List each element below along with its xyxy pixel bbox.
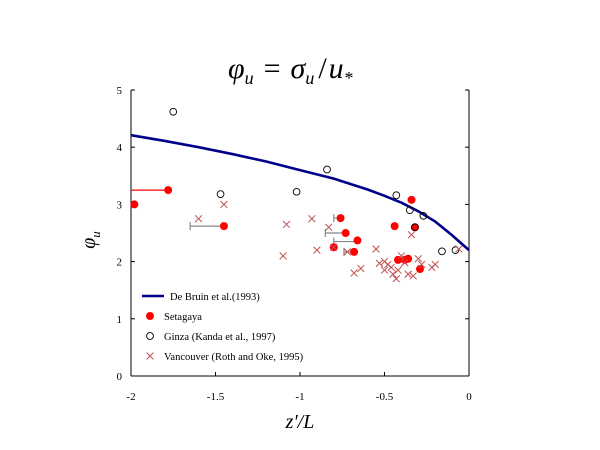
x-tick-label: -1.5 (207, 391, 225, 403)
setagaya-point (341, 228, 350, 237)
vancouver-point (194, 214, 203, 223)
setagaya-point (407, 195, 416, 204)
vancouver-point (407, 230, 416, 239)
vancouver-point (401, 258, 409, 267)
title-lhs: φ (228, 52, 245, 85)
vancouver-point (220, 200, 228, 209)
vancouver-point (392, 275, 401, 283)
vancouver-point (324, 223, 333, 232)
ginza-point (292, 187, 301, 196)
y-axis-label-main: φ (78, 238, 100, 249)
de-bruin-curve (130, 133, 470, 252)
y-axis-label-sub: u (88, 231, 103, 238)
title-slash: / (318, 52, 327, 85)
vancouver-point (343, 248, 352, 256)
vancouver-point (350, 269, 358, 277)
ginza-point (392, 191, 401, 200)
setagaya-point (353, 236, 362, 245)
title-num: σ (291, 52, 307, 85)
ginza-point (438, 247, 446, 256)
x-tick-label: -2 (126, 391, 135, 403)
vancouver-point (431, 260, 439, 269)
setagaya-point (164, 186, 173, 195)
x-axis-label: z'/L (285, 411, 315, 433)
series-markers (130, 107, 463, 283)
setagaya-point (130, 200, 139, 209)
y-tick-label: 0 (117, 371, 123, 383)
ginza-point (419, 211, 428, 220)
ginza-point (451, 246, 460, 255)
vancouver-point (308, 214, 316, 223)
y-tick-label: 2 (117, 257, 123, 269)
legend-swatch-marker (146, 352, 154, 360)
vancouver-point (455, 245, 463, 253)
ginza-point (411, 223, 419, 232)
y-tick-label: 1 (117, 314, 123, 326)
y-tick-label: 3 (117, 199, 123, 211)
setagaya-point (415, 265, 424, 274)
vancouver-point (313, 246, 321, 254)
vancouver-point (330, 243, 338, 252)
vancouver-point (380, 257, 389, 266)
axes: 0 1 2 3 4 5 -2 -1.5 -1 -0.5 0 (117, 85, 473, 403)
chart-title: φu = σu/u* (228, 52, 353, 88)
setagaya-point (219, 222, 228, 231)
vancouver-point (375, 259, 384, 268)
title-eq: = (264, 52, 281, 85)
vancouver-point (397, 252, 406, 260)
x-tick-label: -1 (295, 391, 304, 403)
legend-swatch-marker (145, 311, 154, 320)
title-lhs-sub: u (245, 68, 254, 88)
legend-label: De Bruin et al.(1993) (170, 292, 260, 303)
vancouver-point (282, 220, 291, 229)
vancouver-point (389, 270, 397, 278)
setagaya-point (350, 247, 359, 256)
title-den: u (329, 52, 344, 85)
vancouver-point (380, 266, 389, 274)
vancouver-point (387, 263, 396, 272)
ginza-point (169, 107, 178, 116)
vancouver-point (357, 264, 365, 273)
vancouver-point (404, 270, 412, 278)
x-tick-label: -0.5 (376, 391, 394, 403)
x-tick-label: 0 (466, 391, 472, 403)
setagaya-point (390, 222, 399, 231)
y-tick-label: 4 (117, 142, 123, 154)
y-axis-label: φu (78, 231, 103, 249)
vancouver-point (417, 260, 426, 269)
vancouver-point (372, 245, 380, 253)
legend: De Bruin et al.(1993) Setagaya Ginza (Kand… (142, 292, 304, 363)
vancouver-point (409, 272, 417, 280)
ginza-point (216, 190, 225, 198)
vancouver-point (394, 266, 402, 274)
legend-label: Ginza (Kanda et al., 1997) (164, 332, 276, 343)
series-de-bruin (130, 133, 470, 252)
title-den-sub: * (344, 68, 353, 88)
vancouver-point (279, 252, 287, 260)
error-bars (131, 186, 358, 256)
y-tick-label: 5 (117, 85, 123, 97)
ginza-point (406, 206, 414, 214)
legend-swatch-marker (146, 332, 154, 340)
legend-label: Setagaya (164, 312, 202, 323)
vancouver-point (414, 254, 423, 263)
legend-label: Vancouver (Roth and Oke, 1995) (164, 352, 304, 363)
title-num-sub: u (305, 68, 314, 88)
setagaya-point (336, 214, 345, 223)
ginza-point (323, 165, 331, 174)
